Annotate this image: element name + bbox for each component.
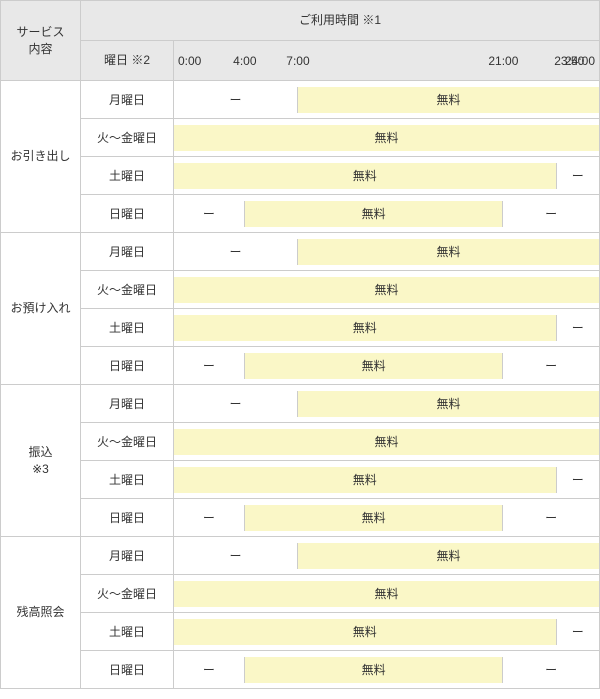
segment-free: 無料 bbox=[174, 429, 599, 455]
day-cell: 日曜日 bbox=[81, 499, 174, 537]
service-row: 残高照会月曜日火～金曜日土曜日日曜日ー無料無料無料ーー無料ー bbox=[1, 537, 600, 689]
bar-row: ー無料ー bbox=[174, 347, 600, 385]
day-cell: 火～金曜日 bbox=[81, 575, 174, 613]
header-service: サービス内容 bbox=[1, 1, 81, 81]
segment-unavailable: ー bbox=[557, 163, 600, 189]
segment-unavailable: ー bbox=[174, 657, 245, 683]
day-cell: 火～金曜日 bbox=[81, 271, 174, 309]
segment-free: 無料 bbox=[174, 125, 599, 151]
day-cell: 火～金曜日 bbox=[81, 423, 174, 461]
segment-unavailable: ー bbox=[503, 505, 599, 531]
segment-unavailable: ー bbox=[174, 543, 298, 569]
service-row: 振込※3月曜日火～金曜日土曜日日曜日ー無料無料無料ーー無料ー bbox=[1, 385, 600, 537]
segment-free: 無料 bbox=[298, 391, 599, 417]
segment-free: 無料 bbox=[174, 277, 599, 303]
segment-free: 無料 bbox=[245, 201, 504, 227]
segment-unavailable: ー bbox=[503, 657, 599, 683]
segment-free: 無料 bbox=[298, 239, 599, 265]
segment-unavailable: ー bbox=[174, 391, 298, 417]
day-cell: 月曜日 bbox=[81, 81, 174, 119]
bar-row: 無料ー bbox=[174, 613, 600, 651]
bar-row: ー無料 bbox=[174, 385, 600, 423]
day-cell: 土曜日 bbox=[81, 309, 174, 347]
segment-free: 無料 bbox=[245, 505, 504, 531]
segment-free: 無料 bbox=[174, 619, 557, 645]
segment-free: 無料 bbox=[245, 657, 504, 683]
segment-unavailable: ー bbox=[174, 353, 245, 379]
bar-row: 無料 bbox=[174, 423, 600, 461]
header-ticks: 0:004:007:0021:0023:5024:00 bbox=[174, 41, 600, 81]
tick-label: 21:00 bbox=[488, 54, 518, 68]
bar-row: ー無料ー bbox=[174, 195, 600, 233]
bar-row: ー無料 bbox=[174, 233, 600, 271]
service-name: 残高照会 bbox=[1, 537, 81, 689]
day-cell: 日曜日 bbox=[81, 195, 174, 233]
segment-unavailable: ー bbox=[503, 353, 599, 379]
tick-label: 24:00 bbox=[565, 54, 595, 68]
bar-row: ー無料ー bbox=[174, 499, 600, 537]
segment-unavailable: ー bbox=[174, 87, 298, 113]
service-row: お引き出し月曜日火～金曜日土曜日日曜日ー無料無料無料ーー無料ー bbox=[1, 81, 600, 233]
day-cell: 月曜日 bbox=[81, 385, 174, 423]
segment-free: 無料 bbox=[174, 581, 599, 607]
segment-unavailable: ー bbox=[557, 619, 600, 645]
bar-row: 無料 bbox=[174, 575, 600, 613]
service-name: お預け入れ bbox=[1, 233, 81, 385]
day-cell: 月曜日 bbox=[81, 233, 174, 271]
bar-row: 無料 bbox=[174, 271, 600, 309]
bar-row: 無料ー bbox=[174, 461, 600, 499]
segment-unavailable: ー bbox=[503, 201, 599, 227]
bar-row: ー無料 bbox=[174, 537, 600, 575]
header-time-label: ご利用時間 ※1 bbox=[81, 1, 600, 41]
day-cell: 土曜日 bbox=[81, 157, 174, 195]
day-cell: 土曜日 bbox=[81, 613, 174, 651]
segment-free: 無料 bbox=[174, 315, 557, 341]
bar-row: ー無料 bbox=[174, 81, 600, 119]
segment-unavailable: ー bbox=[174, 505, 245, 531]
bar-row: 無料 bbox=[174, 119, 600, 157]
segment-unavailable: ー bbox=[557, 315, 600, 341]
bar-row: 無料ー bbox=[174, 157, 600, 195]
segment-free: 無料 bbox=[298, 543, 599, 569]
tick-label: 7:00 bbox=[286, 54, 309, 68]
segment-free: 無料 bbox=[298, 87, 599, 113]
segment-unavailable: ー bbox=[557, 467, 600, 493]
day-cell: 日曜日 bbox=[81, 347, 174, 385]
service-name: お引き出し bbox=[1, 81, 81, 233]
tick-label: 4:00 bbox=[233, 54, 256, 68]
schedule-table: サービス内容 ご利用時間 ※1 曜日 ※2 0:00 4:00 7:00 21:00 2… bbox=[0, 0, 600, 689]
day-cell: 日曜日 bbox=[81, 651, 174, 689]
tick-label: 0:00 bbox=[178, 54, 201, 68]
day-cell: 土曜日 bbox=[81, 461, 174, 499]
table-body: お引き出し月曜日火～金曜日土曜日日曜日ー無料無料無料ーー無料ーお預け入れ月曜日火… bbox=[1, 81, 600, 689]
day-cell: 火～金曜日 bbox=[81, 119, 174, 157]
segment-unavailable: ー bbox=[174, 201, 245, 227]
bar-row: ー無料ー bbox=[174, 651, 600, 689]
segment-free: 無料 bbox=[245, 353, 504, 379]
header-day-label: 曜日 ※2 bbox=[81, 41, 174, 81]
day-cell: 月曜日 bbox=[81, 537, 174, 575]
service-name: 振込※3 bbox=[1, 385, 81, 537]
segment-unavailable: ー bbox=[174, 239, 298, 265]
segment-free: 無料 bbox=[174, 163, 557, 189]
service-row: お預け入れ月曜日火～金曜日土曜日日曜日ー無料無料無料ーー無料ー bbox=[1, 233, 600, 385]
segment-free: 無料 bbox=[174, 467, 557, 493]
bar-row: 無料ー bbox=[174, 309, 600, 347]
